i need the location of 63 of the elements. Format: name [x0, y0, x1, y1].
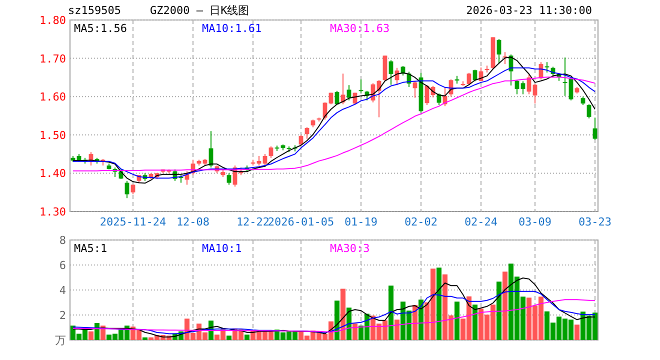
text: MA30:3: [330, 242, 370, 255]
bar: [88, 331, 94, 340]
text: 2026-03-23 11:30:00: [466, 4, 592, 17]
x-tick-label: 02-02: [404, 216, 438, 228]
y-tick-label: 1.30: [40, 206, 66, 218]
x-tick-label: 01-19: [344, 216, 378, 228]
bar: [352, 324, 358, 340]
candlestick: [496, 38, 502, 64]
candlestick: [388, 60, 394, 86]
bar: [346, 308, 352, 340]
y-tick-label: 1.40: [40, 167, 66, 180]
bar: [472, 304, 478, 340]
candlestick: [226, 172, 232, 186]
bar: [226, 336, 232, 340]
text: MA10:1.61: [202, 22, 262, 35]
text: MA30:1.63: [330, 22, 390, 35]
candlestick: [532, 83, 538, 104]
x-tick-label: 03-23: [578, 216, 612, 228]
y-tick-label: 1.50: [40, 128, 66, 142]
candlestick: [586, 104, 592, 119]
bar: [388, 286, 394, 340]
candlestick: [520, 80, 526, 95]
bar: [418, 300, 424, 340]
candlestick: [514, 80, 520, 95]
chart-subtitle: sz159505: [68, 4, 121, 17]
x-tick-label: 02-24: [464, 216, 498, 228]
candlestick: [466, 72, 472, 86]
bar: [142, 337, 148, 340]
line-series: [72, 299, 596, 332]
bar: [94, 323, 100, 340]
y-tick-label: 4: [59, 284, 66, 297]
x-tick-label: 12-22: [236, 216, 270, 228]
text: MA5:1: [74, 242, 108, 255]
y-tick-label: 8: [59, 234, 66, 247]
bar: [574, 324, 580, 340]
bar: [394, 320, 400, 340]
x-tick-label: 2026-01-05: [268, 216, 334, 228]
candlestick: [346, 84, 352, 101]
bar: [502, 272, 508, 340]
x-tick-label: 2025-11-24: [100, 216, 166, 228]
candlestick: [130, 184, 136, 195]
bar: [340, 288, 346, 340]
line-series: [72, 290, 596, 334]
y-tick-label: 1.60: [40, 90, 66, 104]
candlestick: [268, 146, 274, 158]
y-tick-label: 6: [59, 259, 66, 272]
x-tick-label: 12-08: [176, 216, 210, 228]
bar: [436, 268, 442, 340]
bar: [454, 302, 460, 340]
x-tick-label: 03-09: [518, 216, 552, 228]
bar: [496, 282, 502, 340]
chart-title: GZ2000 — 日K线图: [150, 4, 250, 17]
text: MA5:1.56: [74, 22, 127, 35]
candlestick: [124, 180, 130, 199]
bar: [412, 305, 418, 340]
line-series: [72, 278, 596, 338]
y-tick-label: 2: [59, 309, 66, 322]
y-tick-label: 1.80: [40, 14, 66, 27]
bar: [334, 300, 340, 340]
y-tick-label: 1.70: [40, 52, 66, 66]
bar: [244, 334, 250, 340]
text: MA10:1: [202, 242, 242, 255]
y-tick-label: 万: [55, 334, 66, 347]
